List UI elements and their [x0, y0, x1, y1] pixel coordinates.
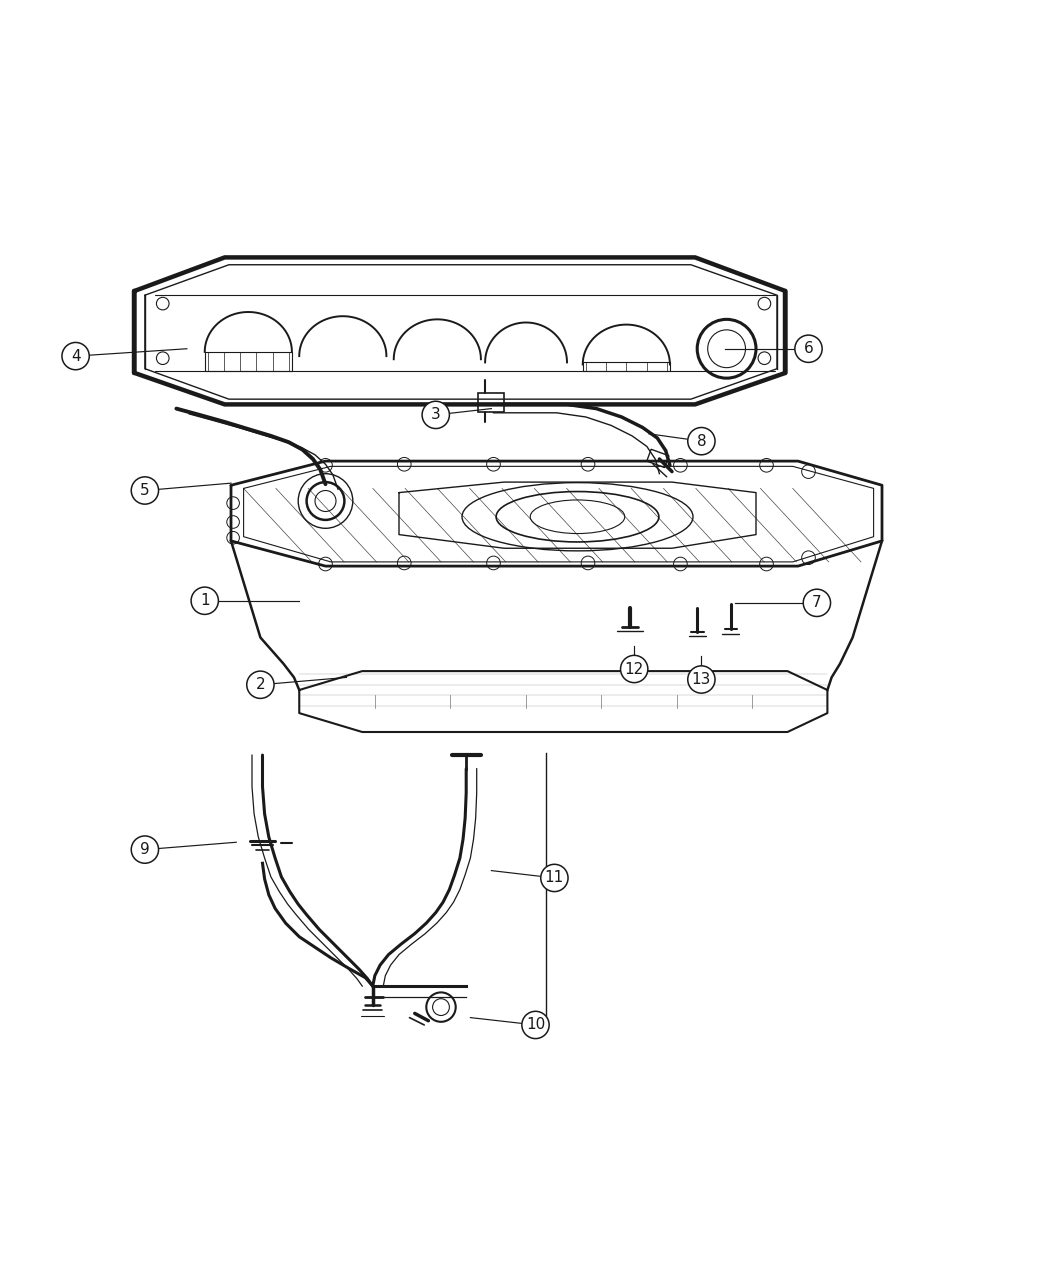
Text: 6: 6 — [803, 342, 814, 356]
Text: 1: 1 — [200, 593, 210, 608]
Bar — [647, 449, 669, 468]
Circle shape — [802, 465, 816, 478]
Text: 10: 10 — [526, 1017, 545, 1033]
Text: 9: 9 — [140, 842, 150, 857]
Circle shape — [803, 589, 831, 617]
Text: 2: 2 — [255, 677, 266, 692]
Circle shape — [397, 556, 412, 570]
Circle shape — [397, 458, 412, 470]
Circle shape — [541, 864, 568, 891]
Circle shape — [795, 335, 822, 362]
FancyBboxPatch shape — [478, 393, 504, 412]
Circle shape — [422, 402, 449, 428]
Text: 13: 13 — [692, 672, 711, 687]
Circle shape — [759, 459, 773, 472]
Circle shape — [582, 556, 594, 570]
Circle shape — [522, 1011, 549, 1039]
Circle shape — [62, 343, 89, 370]
Circle shape — [486, 458, 500, 470]
Text: 4: 4 — [70, 348, 81, 363]
Circle shape — [688, 427, 715, 455]
Circle shape — [319, 459, 332, 472]
Text: 11: 11 — [545, 871, 564, 885]
Text: 7: 7 — [812, 595, 822, 611]
Circle shape — [131, 836, 159, 863]
Circle shape — [227, 515, 239, 528]
Circle shape — [247, 671, 274, 699]
Circle shape — [759, 557, 773, 571]
Circle shape — [688, 666, 715, 694]
Text: 5: 5 — [140, 483, 150, 499]
Circle shape — [307, 482, 344, 520]
Circle shape — [227, 532, 239, 544]
Text: 3: 3 — [430, 408, 441, 422]
Circle shape — [319, 557, 332, 571]
Circle shape — [674, 459, 687, 472]
Circle shape — [621, 655, 648, 682]
Circle shape — [191, 586, 218, 615]
Circle shape — [697, 319, 756, 379]
Text: 12: 12 — [625, 662, 644, 677]
Circle shape — [802, 551, 816, 565]
Circle shape — [708, 330, 746, 367]
Circle shape — [674, 557, 687, 571]
Circle shape — [582, 458, 594, 470]
Circle shape — [486, 556, 500, 570]
Circle shape — [426, 992, 456, 1021]
Circle shape — [131, 477, 159, 504]
Text: 8: 8 — [696, 434, 707, 449]
Circle shape — [227, 497, 239, 510]
